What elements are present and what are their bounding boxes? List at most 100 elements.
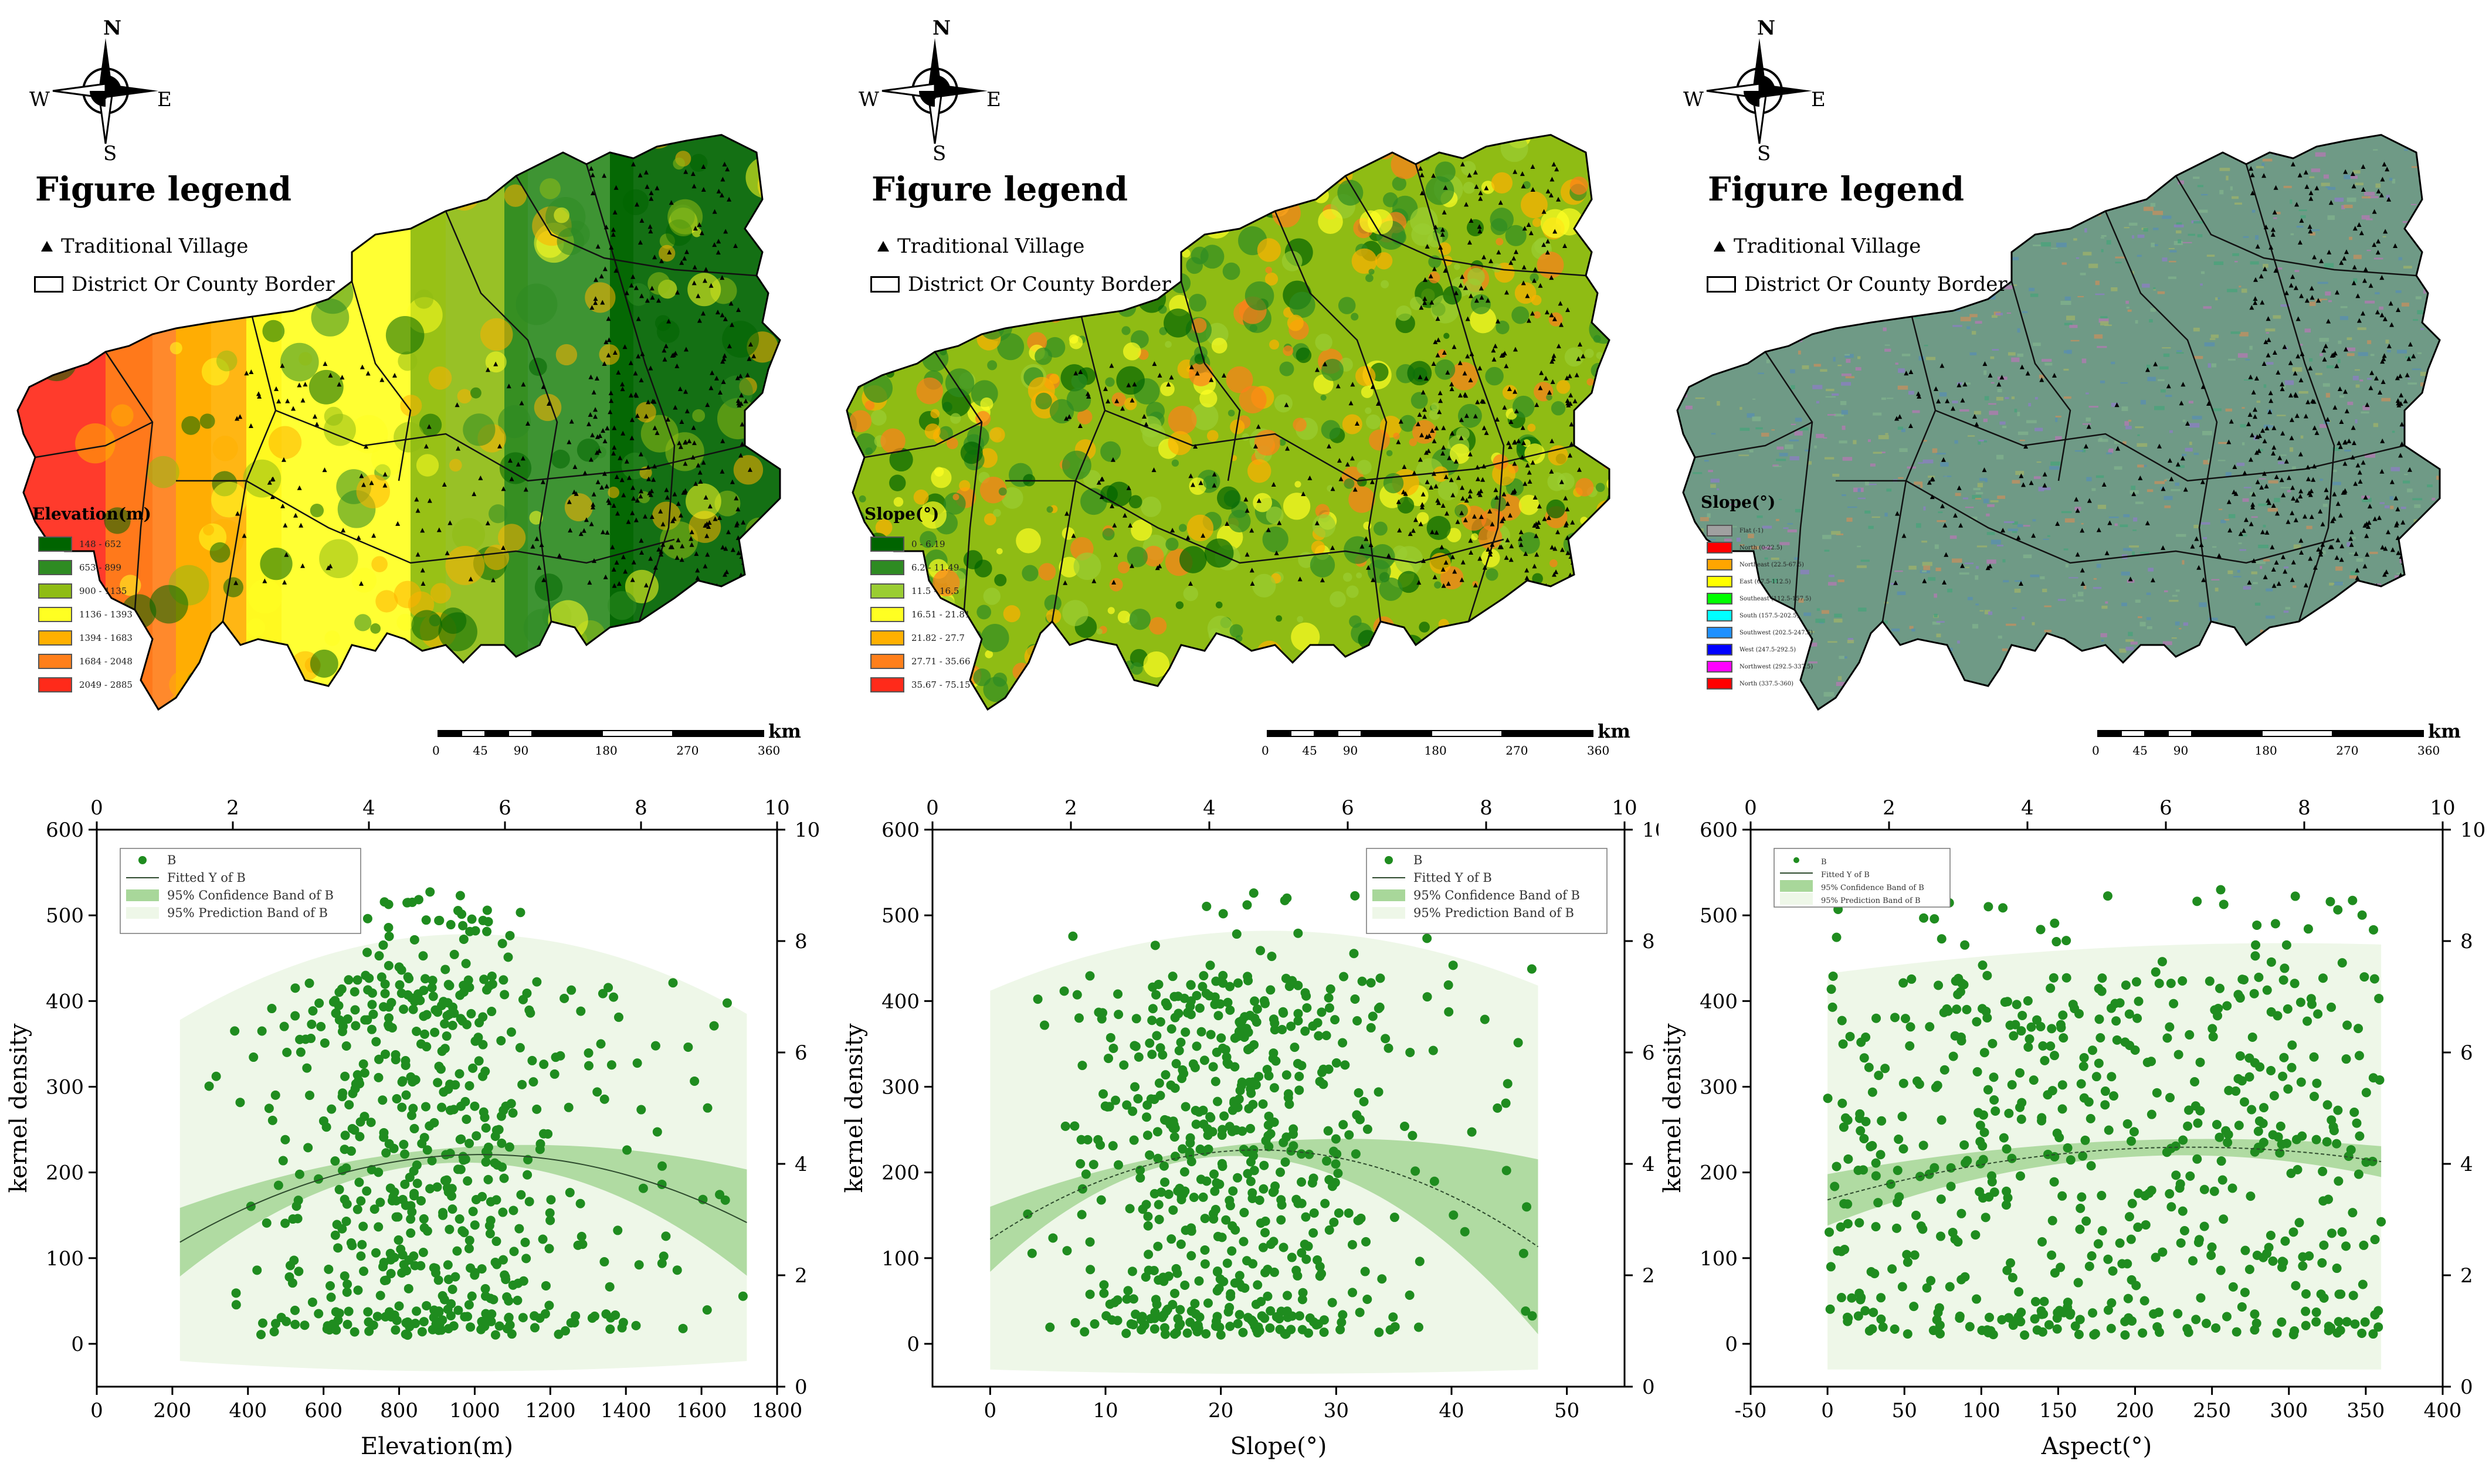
ramp-label: Flat (-1) [1739, 527, 1764, 534]
data-point [290, 1305, 300, 1315]
data-point [2107, 1072, 2117, 1082]
data-point [1305, 1313, 1315, 1323]
data-point [1293, 928, 1303, 938]
data-point [1282, 1306, 1292, 1316]
data-point [2131, 1281, 2141, 1291]
data-point [1174, 1008, 1184, 1018]
data-point [1874, 1071, 1884, 1081]
data-point [1122, 1294, 1132, 1304]
data-point [458, 921, 468, 931]
data-point [394, 1301, 404, 1311]
data-point [1249, 888, 1259, 898]
data-point [566, 1318, 576, 1328]
data-point [1859, 1053, 1869, 1063]
data-point [324, 1264, 334, 1274]
data-point [487, 971, 497, 981]
data-point [1838, 1039, 1848, 1049]
data-point [2039, 1296, 2049, 1306]
data-point [565, 1187, 575, 1197]
data-point [2015, 1068, 2025, 1078]
data-point [1268, 1054, 1278, 1064]
data-point [1893, 1166, 1903, 1176]
data-point [358, 1059, 368, 1069]
data-point [344, 975, 354, 985]
y-tick-label: 300 [1700, 1075, 1738, 1099]
data-point [1859, 1134, 1869, 1144]
data-point [2111, 1016, 2121, 1026]
data-point [2107, 1298, 2117, 1308]
ramp-swatch [1707, 593, 1732, 605]
y-tick-label: 500 [1700, 904, 1738, 928]
top-x-tick-label: 4 [1203, 796, 1216, 820]
data-point [1984, 1192, 1994, 1202]
data-point [1294, 1071, 1304, 1081]
data-point [659, 1251, 669, 1261]
data-point [1262, 1065, 1272, 1075]
data-point [1952, 1004, 1962, 1014]
data-point [314, 998, 324, 1008]
data-point [1218, 970, 1228, 980]
data-point [2266, 957, 2276, 967]
data-point [609, 992, 619, 1002]
data-point [326, 1292, 336, 1302]
y-tick-label: 500 [881, 904, 920, 928]
data-point [2280, 963, 2290, 973]
data-point [1344, 1208, 1354, 1218]
data-point [1856, 1126, 1866, 1136]
data-point [2166, 1143, 2176, 1153]
data-point [1206, 1113, 1216, 1123]
data-point [1039, 1020, 1049, 1030]
data-point [316, 1021, 326, 1031]
data-point [2063, 1143, 2073, 1153]
data-point [2234, 1120, 2244, 1130]
data-point [2010, 1020, 2020, 1030]
data-point [2246, 1191, 2256, 1201]
data-point [262, 1218, 272, 1228]
data-point [2216, 1265, 2226, 1275]
data-point [314, 1309, 324, 1319]
data-point [1953, 990, 1963, 1000]
data-point [2076, 1079, 2086, 1089]
data-point [528, 1077, 538, 1087]
data-point [539, 1059, 549, 1069]
data-point [2185, 1030, 2195, 1040]
data-point [523, 1170, 533, 1180]
data-point [606, 1060, 616, 1070]
data-point [1325, 984, 1335, 994]
data-point [1125, 1204, 1135, 1214]
data-point [1212, 1096, 1222, 1106]
ramp-label: 16.51 - 21.81 [911, 609, 971, 620]
data-point [1152, 1127, 1162, 1137]
data-point [1246, 1157, 1256, 1167]
data-point [1347, 1240, 1357, 1249]
data-point [1194, 1276, 1204, 1286]
data-point [589, 1311, 599, 1321]
data-point [2254, 1116, 2264, 1126]
data-point [350, 1125, 360, 1135]
data-point [1110, 1298, 1120, 1308]
data-point [1321, 1031, 1331, 1041]
data-point [2124, 1009, 2134, 1019]
data-point [2016, 1114, 2026, 1124]
data-point [1975, 1187, 1985, 1197]
data-point [1189, 1193, 1199, 1203]
legend-border-label: District Or County Border [908, 273, 1171, 296]
data-point [252, 1265, 262, 1275]
data-point [375, 1291, 385, 1300]
data-point [1301, 1212, 1311, 1222]
scale-tick-label: 180 [1424, 743, 1447, 758]
data-point [503, 952, 513, 962]
data-point [2228, 1282, 2238, 1292]
data-point [334, 987, 344, 997]
data-point [1975, 1159, 1985, 1169]
data-point [1989, 1095, 1999, 1105]
data-point [2235, 992, 2245, 1002]
data-point [435, 1319, 445, 1329]
ramp-swatch [870, 677, 904, 692]
ramp-item: Southwest (202.5-247.5) [1707, 627, 1813, 639]
top-x-tick-label: 6 [1341, 796, 1354, 820]
data-point [490, 1257, 500, 1267]
data-point [683, 1042, 693, 1052]
data-point [409, 1123, 419, 1133]
data-point [358, 1221, 368, 1231]
